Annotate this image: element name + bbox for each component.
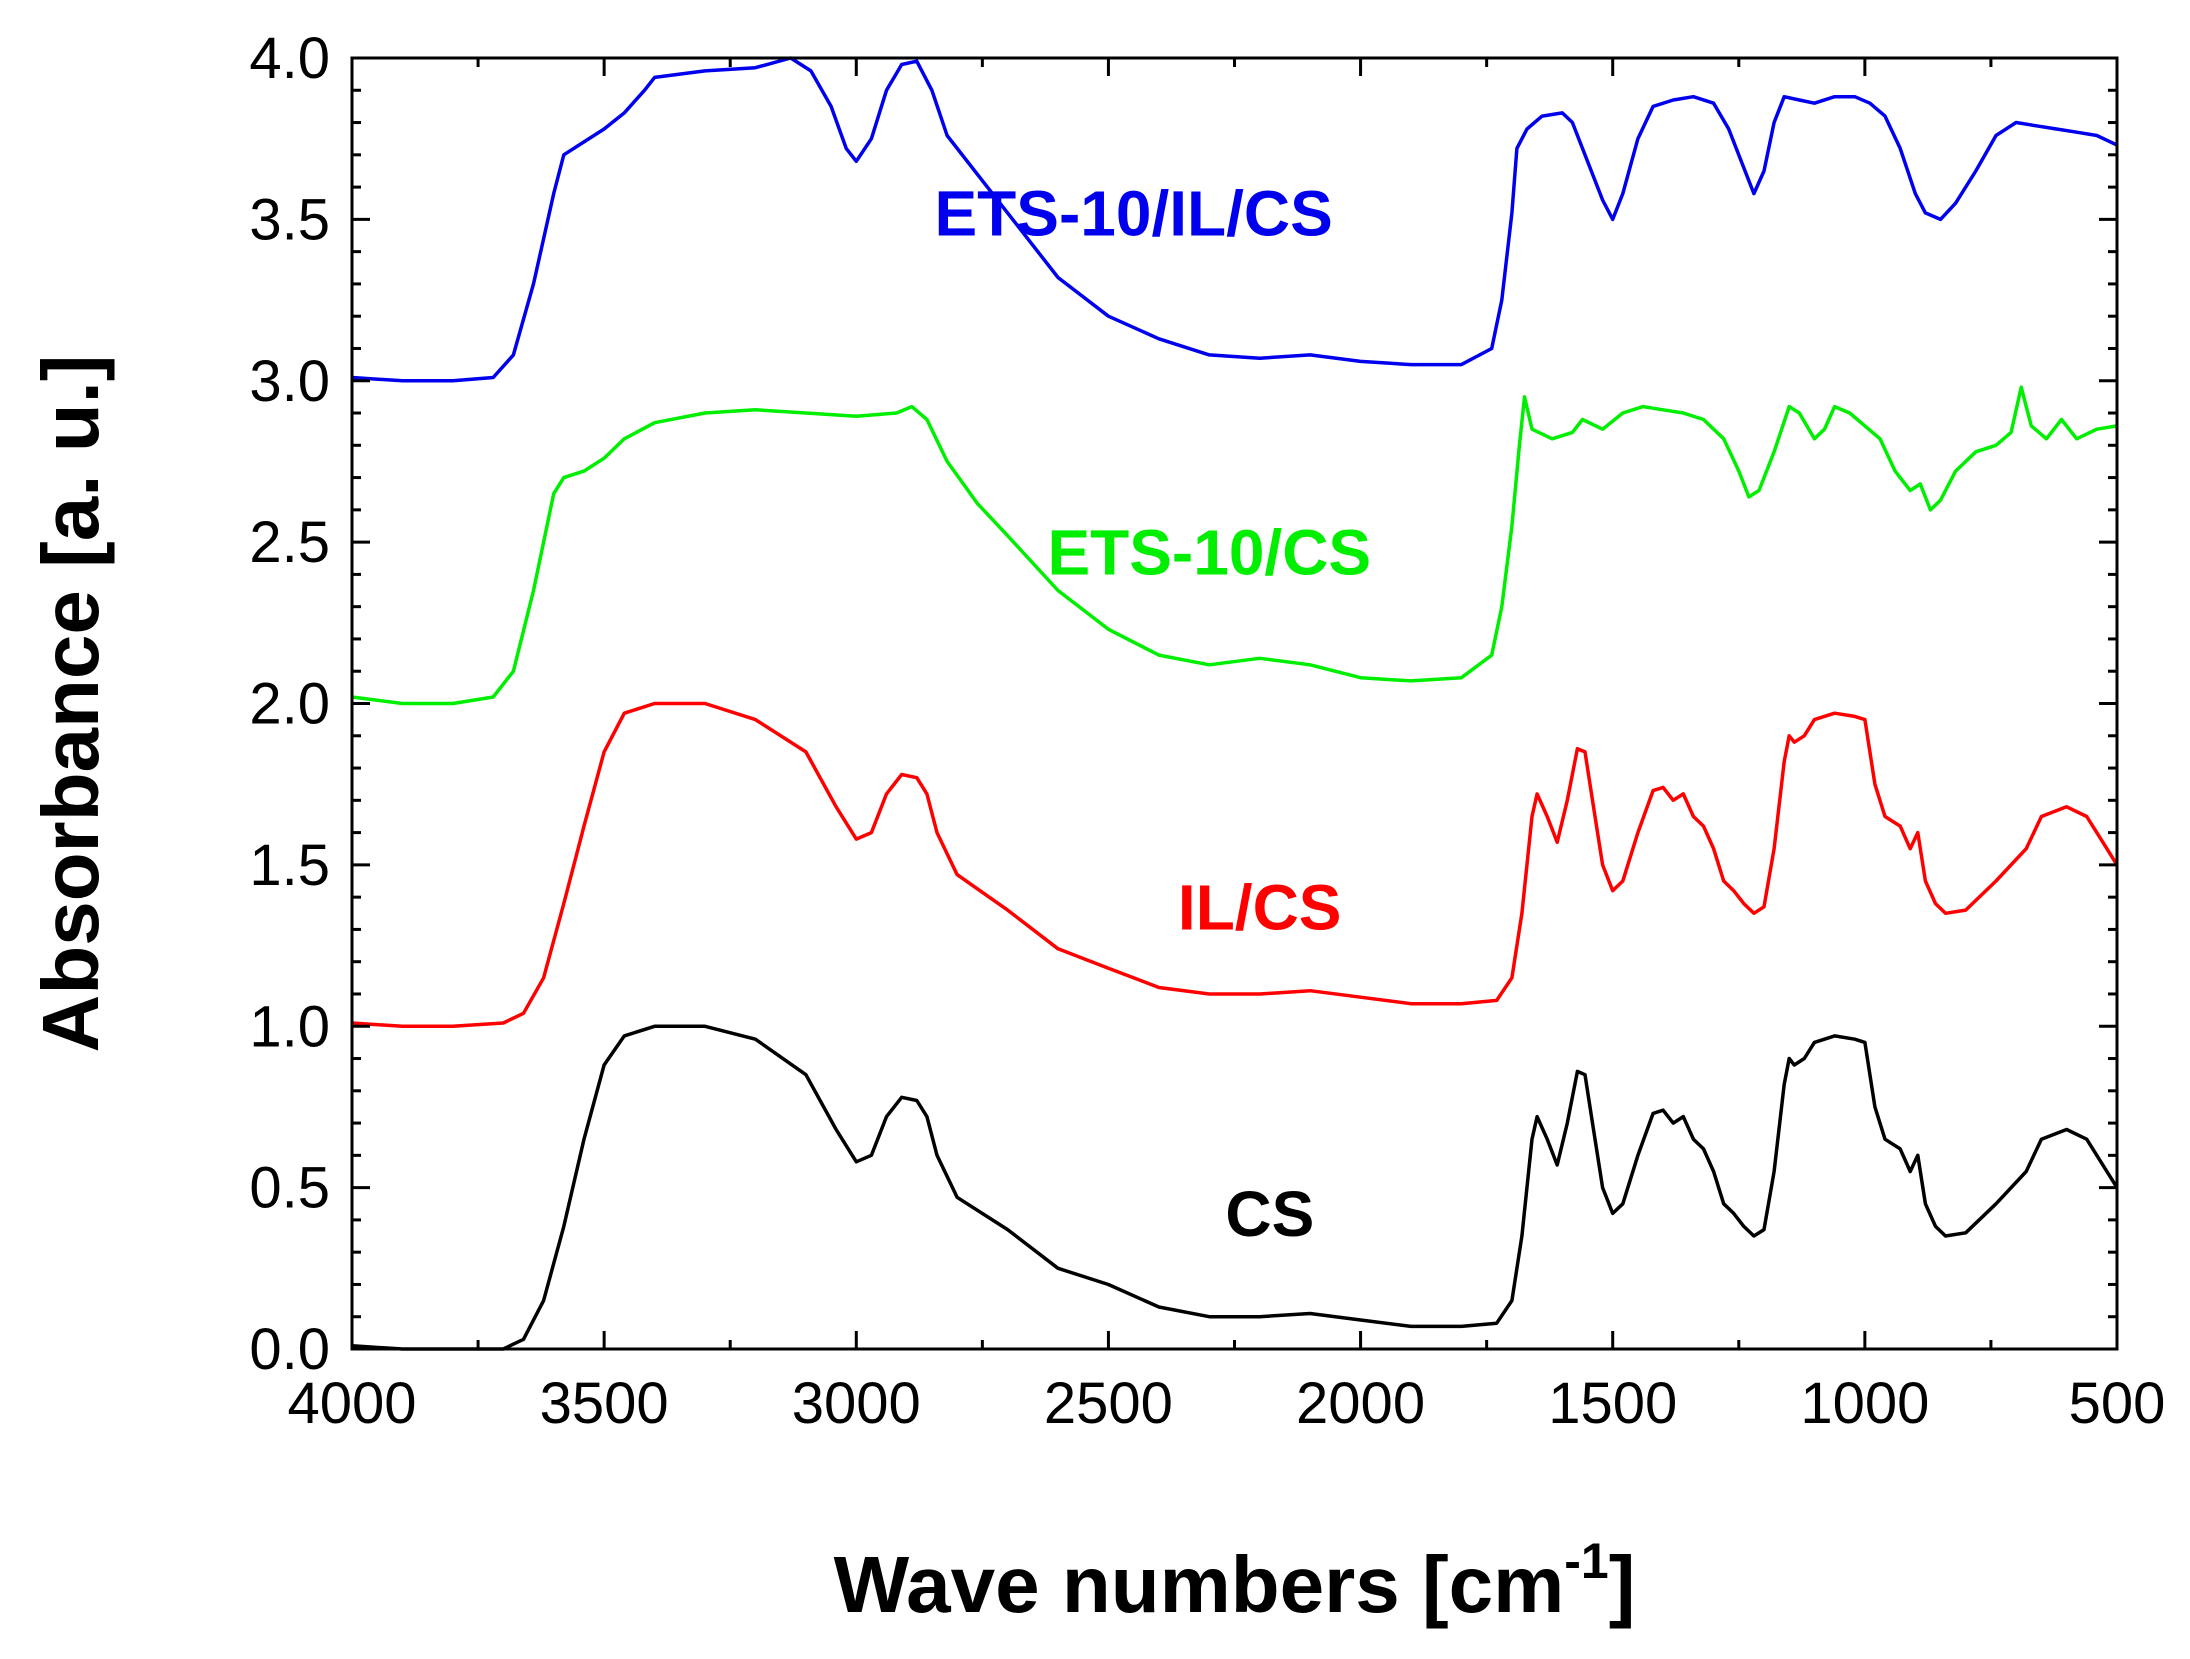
y-tick-label: 2.0: [249, 672, 330, 737]
series-label-ets-10-cs: ETS-10/CS: [1047, 516, 1371, 588]
x-tick-label: 1000: [1800, 1371, 1929, 1436]
y-tick-label: 0.0: [249, 1317, 330, 1382]
y-tick-label: 1.5: [249, 833, 330, 898]
x-axis-title-superscript: -1: [1564, 1533, 1608, 1589]
y-tick-label: 3.0: [249, 349, 330, 414]
x-tick-label: 4000: [287, 1371, 416, 1436]
series-line-cs: [351, 1024, 2119, 1351]
series-label-cs: CS: [1225, 1178, 1314, 1250]
y-tick-label: 1.0: [249, 994, 330, 1059]
x-tick-label: 3000: [792, 1371, 921, 1436]
axis-ticks: 4000 3500 3000 2500 2000 1500 1000 500 0.0 0.5 1.0…: [249, 26, 2165, 1436]
x-tick-label: 2500: [1044, 1371, 1173, 1436]
x-axis-title-text: Wave numbers [cm: [834, 1540, 1565, 1629]
x-tick-label: 3500: [540, 1371, 669, 1436]
y-tick-label: 0.5: [249, 1156, 330, 1221]
series-line-ets-10-il-cs: [351, 56, 2118, 383]
series-label-ets-10-il-cs: ETS-10/IL/CS: [934, 178, 1332, 250]
y-tick-label: 3.5: [249, 187, 330, 252]
x-axis-title-suffix: ]: [1609, 1540, 1636, 1629]
series-line-ets-10-cs: [351, 385, 2118, 706]
series-layer: [351, 56, 2119, 1351]
series-labels: CS IL/CS ETS-10/CS ETS-10/IL/CS: [934, 178, 1371, 1251]
x-axis-title: Wave numbers [cm-1]: [834, 1533, 1636, 1629]
y-tick-label: 2.5: [249, 510, 330, 575]
y-axis-title: Absorbance [a. u.]: [26, 355, 115, 1053]
y-tick-label: 4.0: [249, 26, 330, 91]
series-label-il-cs: IL/CS: [1178, 871, 1342, 943]
x-tick-label: 2000: [1296, 1371, 1425, 1436]
x-tick-label: 500: [2069, 1371, 2166, 1436]
series-line-il-cs: [351, 701, 2119, 1029]
x-tick-label: 1500: [1548, 1371, 1677, 1436]
